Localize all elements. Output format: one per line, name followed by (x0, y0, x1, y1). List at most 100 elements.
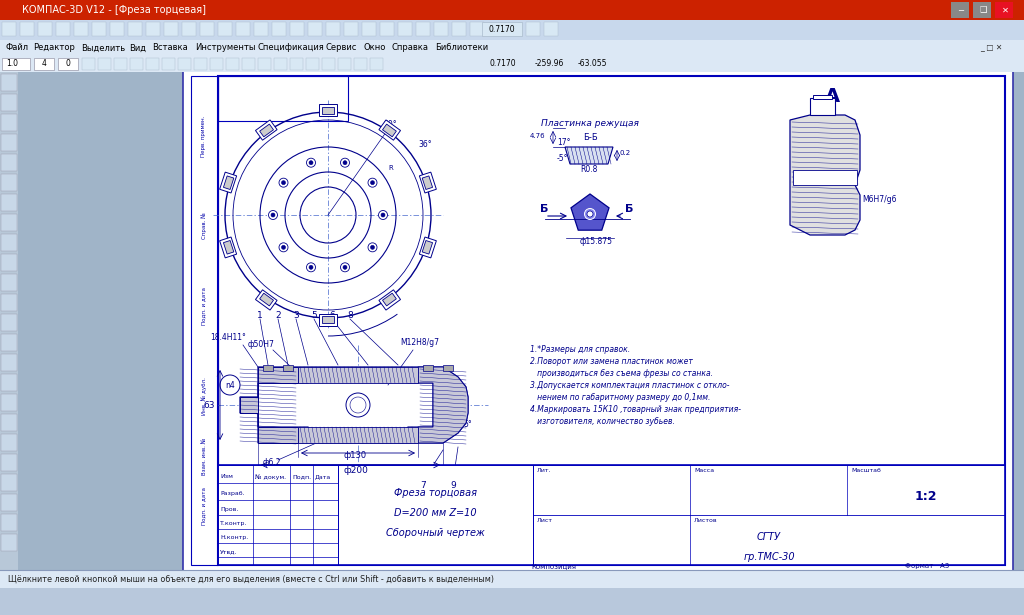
Bar (1, 194, 17, 211)
Bar (793, 170, 857, 185)
Polygon shape (383, 124, 396, 137)
Bar (1, 454, 17, 471)
Circle shape (271, 213, 275, 217)
Bar (191, 76, 218, 565)
Text: 3: 3 (293, 311, 299, 320)
Text: 17°: 17° (557, 138, 570, 147)
Text: изготовителя, количество зубьев.: изготовителя, количество зубьев. (530, 417, 675, 426)
Bar (534, 465, 1005, 565)
Bar (370, 58, 383, 70)
Polygon shape (240, 367, 298, 443)
Bar (482, 22, 522, 36)
Polygon shape (319, 314, 337, 326)
Bar (416, 22, 430, 36)
Text: Б-Б: Б-Б (583, 132, 597, 141)
Bar (338, 58, 351, 70)
Polygon shape (220, 172, 237, 193)
Text: 0.7170: 0.7170 (490, 60, 517, 68)
Polygon shape (565, 147, 613, 164)
Polygon shape (255, 290, 278, 310)
Text: Справ. №: Справ. № (201, 213, 207, 239)
Bar (2, 22, 16, 36)
Polygon shape (379, 120, 400, 140)
Bar (452, 22, 466, 36)
Text: Библиотеки: Библиотеки (435, 44, 488, 52)
Bar (1, 434, 17, 451)
Polygon shape (420, 172, 436, 193)
Bar (74, 22, 88, 36)
Text: Пластинка режущая: Пластинка режущая (541, 119, 639, 129)
Text: R0.8: R0.8 (580, 165, 597, 174)
Bar (0, 72, 18, 570)
Bar (1, 334, 17, 351)
Polygon shape (422, 240, 432, 254)
Text: Выделить: Выделить (81, 44, 125, 52)
Bar (995, 2, 1013, 18)
Bar (92, 22, 106, 36)
Bar (434, 22, 449, 36)
Text: Взам. инв. №: Взам. инв. № (202, 437, 207, 475)
Text: ф130: ф130 (343, 451, 367, 460)
Circle shape (381, 213, 385, 217)
Text: 90°: 90° (383, 120, 396, 129)
Bar (1, 514, 17, 531)
Bar (0, 40, 1024, 56)
Text: СГТУ: СГТУ (757, 532, 781, 542)
Bar (1, 254, 17, 271)
Bar (1, 314, 17, 331)
Bar (338, 465, 534, 565)
Circle shape (282, 245, 286, 249)
Bar (322, 58, 335, 70)
Bar (354, 58, 367, 70)
Text: Масса: Масса (694, 468, 714, 473)
Bar (423, 365, 433, 371)
Bar (1, 394, 17, 411)
Text: Лист: Лист (537, 518, 553, 523)
Text: Дата: Дата (315, 474, 331, 479)
Bar (1, 134, 17, 151)
Bar (290, 58, 303, 70)
Bar (1, 534, 17, 551)
Text: № докум.: № докум. (255, 474, 286, 480)
Text: Перв. примен.: Перв. примен. (202, 116, 207, 157)
Text: Сборочный чертеж: Сборочный чертеж (386, 528, 485, 538)
Bar (526, 22, 540, 36)
Bar (38, 22, 52, 36)
Text: -5°: -5° (557, 154, 568, 163)
Text: ф6.2: ф6.2 (263, 458, 282, 467)
Text: М6Н7/g6: М6Н7/g6 (862, 195, 896, 204)
Bar (298, 367, 418, 383)
Text: ✕: ✕ (1001, 6, 1009, 15)
Bar (1, 474, 17, 491)
Text: Окно: Окно (364, 44, 386, 52)
Circle shape (368, 178, 377, 187)
Bar (164, 22, 178, 36)
Bar (162, 58, 175, 70)
Text: Разраб.: Разраб. (220, 491, 245, 496)
Polygon shape (240, 367, 468, 443)
Bar (306, 58, 319, 70)
Bar (1, 294, 17, 311)
Text: 1: 1 (257, 311, 263, 320)
Text: 0.2: 0.2 (618, 150, 630, 156)
Text: Утвд.: Утвд. (220, 549, 238, 554)
Text: 1.*Размеры для справок.: 1.*Размеры для справок. (530, 345, 630, 354)
Bar (544, 22, 558, 36)
Polygon shape (258, 370, 433, 440)
Text: Формат   А3: Формат А3 (905, 563, 949, 569)
Circle shape (268, 210, 278, 220)
Bar (272, 22, 286, 36)
Bar (470, 22, 484, 36)
Bar (34, 58, 54, 70)
Text: ─: ─ (958, 6, 964, 15)
Bar (194, 58, 207, 70)
Bar (362, 22, 376, 36)
Bar (0, 570, 1024, 588)
Bar (258, 58, 271, 70)
Text: 18.4Н11°: 18.4Н11° (210, 333, 246, 342)
Text: Подп. и дата: Подп. и дата (202, 487, 207, 525)
Bar (82, 58, 95, 70)
Text: 9: 9 (451, 480, 456, 490)
Polygon shape (420, 237, 436, 258)
Bar (200, 22, 214, 36)
